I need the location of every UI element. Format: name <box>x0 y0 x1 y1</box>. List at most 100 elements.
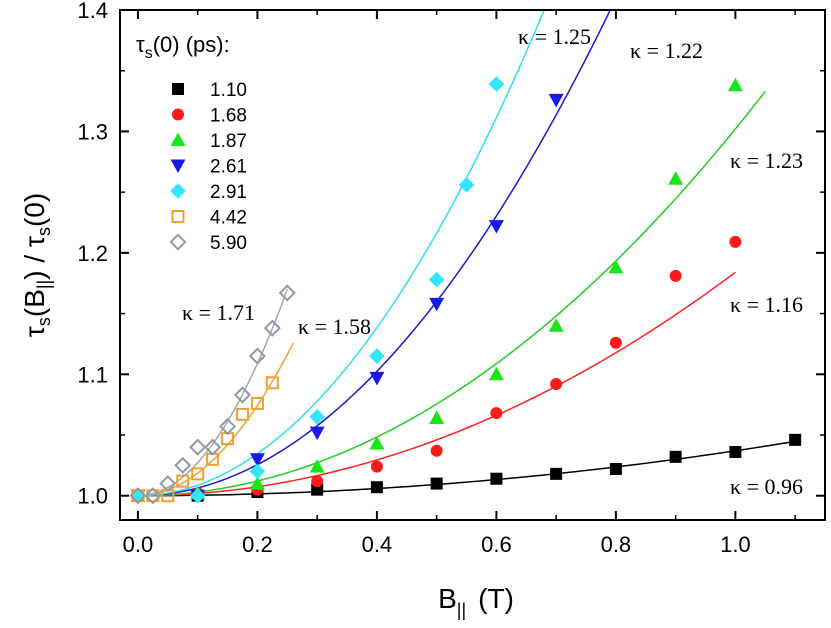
y-tick-label: 1.3 <box>77 119 108 144</box>
y-tick-label: 1.1 <box>77 362 108 387</box>
data-point <box>609 336 622 349</box>
x-tick-label: 0.4 <box>362 532 393 557</box>
data-point <box>191 467 205 481</box>
kappa-labels: κ = 0.96 κ = 1.16 κ = 1.23 κ = 1.22 κ = 1.25… <box>182 24 803 499</box>
data-point <box>129 487 147 505</box>
data-point <box>490 472 503 485</box>
legend-label-4.42: 4.42 <box>210 208 247 229</box>
data-point <box>235 407 249 421</box>
x-tick-label: 0.6 <box>481 532 512 557</box>
data-point <box>146 489 160 503</box>
data-point <box>429 410 445 424</box>
x-axis-title: B|| (T) <box>438 583 514 620</box>
fit-curve-2.91 <box>137 10 545 497</box>
legend-marker-1.87 <box>170 132 186 146</box>
data-point <box>311 475 324 488</box>
data-point <box>369 436 385 450</box>
data-point <box>428 271 445 288</box>
data-point <box>668 171 684 185</box>
plot-frame <box>119 9 826 521</box>
fit-curve-2.61 <box>137 10 611 497</box>
legend-label-2.61: 2.61 <box>210 157 247 178</box>
series-5.90 <box>129 284 296 505</box>
data-point <box>174 456 192 474</box>
data-point <box>249 476 265 490</box>
x-tick-label: 0.2 <box>242 532 273 557</box>
data-point <box>789 433 802 446</box>
data-point <box>311 483 324 496</box>
data-point <box>250 396 264 410</box>
fit-curves <box>137 10 796 497</box>
data-point <box>729 446 742 458</box>
legend-marker-1.10 <box>172 83 184 95</box>
data-point <box>159 475 177 493</box>
data-point <box>189 438 207 456</box>
data-point <box>430 444 443 457</box>
legend-title: τs(0) (ps): <box>136 32 230 62</box>
data-point <box>131 489 145 503</box>
data-point <box>278 284 296 302</box>
data-point <box>189 487 206 504</box>
data-point <box>490 407 503 420</box>
data-point <box>608 259 624 274</box>
x-tick-label: 0.8 <box>601 532 632 557</box>
data-point <box>248 347 266 365</box>
data-point <box>369 348 385 364</box>
legend-items: 1.10 1.68 1.87 2.61 2.91 4.42 5.90 <box>169 80 247 254</box>
data-point <box>669 269 682 282</box>
data-point <box>550 378 563 390</box>
data-point <box>370 481 383 494</box>
kappa-label-2.91: κ = 1.25 <box>518 24 591 49</box>
data-point <box>309 426 325 441</box>
data-point <box>265 376 279 390</box>
data-point <box>729 235 742 248</box>
data-point <box>370 460 383 473</box>
legend-label-1.87: 1.87 <box>210 131 247 152</box>
legend-label-1.10: 1.10 <box>210 80 247 101</box>
fit-curve-4.42 <box>137 342 294 497</box>
data-point <box>249 453 265 467</box>
kappa-label-1.87: κ = 1.23 <box>730 148 803 173</box>
legend-label-5.90: 5.90 <box>210 233 247 254</box>
legend-marker-2.61 <box>170 159 186 173</box>
y-tick-label: 1.0 <box>77 484 108 509</box>
data-point <box>609 463 622 475</box>
data-point <box>430 477 443 490</box>
fit-curve-1.87 <box>137 90 766 497</box>
kappa-label-1.68: κ = 1.16 <box>730 292 803 317</box>
data-point <box>263 319 281 337</box>
legend-marker-2.91 <box>170 183 186 199</box>
kappa-label-2.61: κ = 1.22 <box>630 38 703 63</box>
data-point <box>727 77 743 92</box>
legend: τs(0) (ps): 1.10 1.68 1.87 2.61 2.91 4.42 5.90 <box>136 32 247 254</box>
legend-marker-1.68 <box>172 108 184 121</box>
data-point <box>218 417 237 436</box>
series-4.42 <box>131 376 279 503</box>
x-tick-label: 0.0 <box>123 532 154 557</box>
data-point <box>550 467 563 480</box>
data-point <box>458 177 475 193</box>
data-point <box>669 450 682 463</box>
y-axis-title: τs(B||) / τs(0) <box>19 193 54 337</box>
legend-label-1.68: 1.68 <box>210 106 247 127</box>
data-point <box>429 297 445 312</box>
data-point <box>233 386 252 404</box>
data-point <box>204 438 222 456</box>
y-tick-label: 1.4 <box>77 0 108 23</box>
kappa-label-1.10: κ = 0.96 <box>730 474 803 499</box>
legend-marker-4.42 <box>171 210 185 223</box>
fit-curve-1.10 <box>137 440 796 497</box>
kappa-label-5.90: κ = 1.71 <box>182 300 255 325</box>
kappa-label-4.42: κ = 1.58 <box>298 314 371 339</box>
data-point <box>176 474 190 488</box>
legend-label-2.91: 2.91 <box>210 182 247 203</box>
data-point <box>249 463 266 480</box>
data-point <box>488 220 504 234</box>
data-points <box>129 76 802 505</box>
legend-marker-5.90 <box>169 233 187 251</box>
y-tick-label: 1.2 <box>77 241 108 266</box>
data-point <box>369 371 385 386</box>
data-point <box>309 459 325 473</box>
axis-ticks: 0.0 0.2 0.4 0.6 0.8 1.0 1.0 1.1 1.2 1.3 1.4 <box>77 0 825 557</box>
